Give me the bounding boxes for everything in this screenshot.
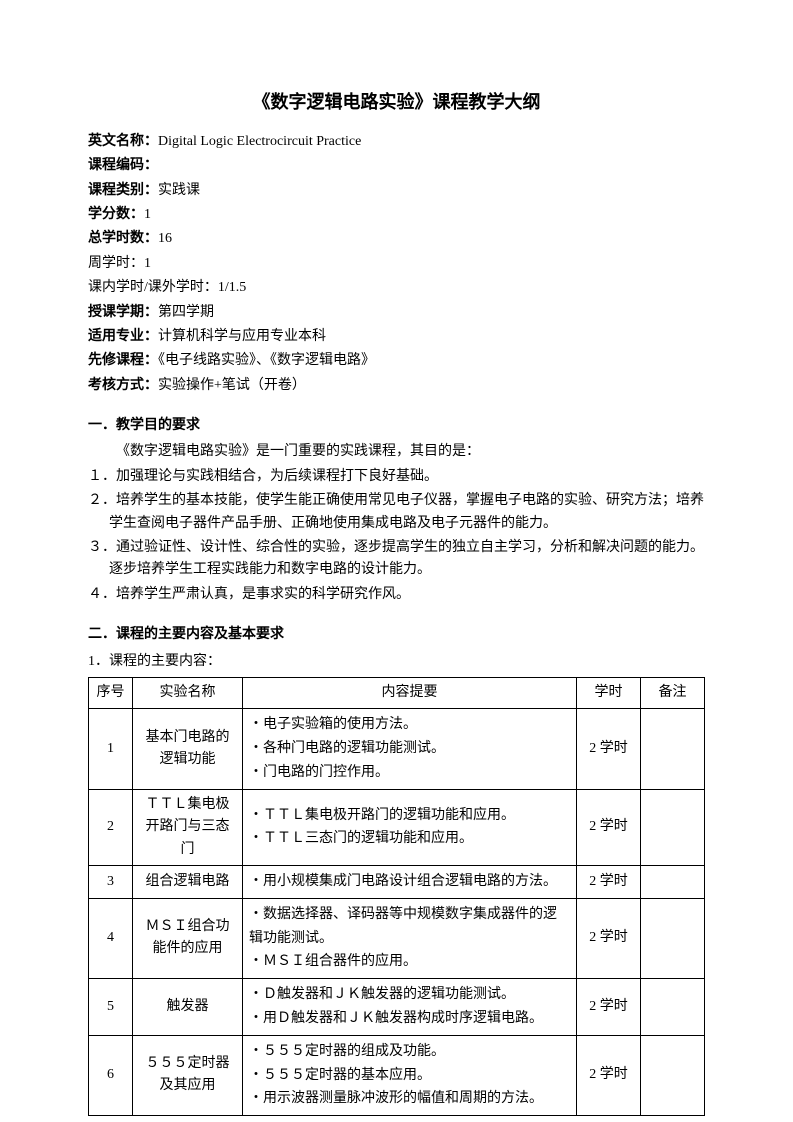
th-content: 内容提要	[243, 678, 577, 709]
meta-total-hours: 总学时数：16	[88, 228, 705, 250]
meta-semester: 授课学期：第四学期	[88, 302, 705, 324]
td-content: ・电子实验箱的使用方法。・各种门电路的逻辑功能测试。・门电路的门控作用。	[243, 709, 577, 789]
meta-label: 适用专业：	[88, 329, 158, 344]
td-name: ５５５定时器及其应用	[133, 1035, 243, 1115]
meta-label: 课内学时/课外学时：	[88, 280, 218, 295]
td-remark	[641, 709, 705, 789]
meta-label: 授课学期：	[88, 305, 158, 320]
section2-heading: 二．课程的主要内容及基本要求	[88, 624, 705, 646]
td-hours: 2 学时	[577, 1035, 641, 1115]
meta-label: 周学时：	[88, 256, 144, 271]
td-seq: 3	[89, 865, 133, 898]
th-hours: 学时	[577, 678, 641, 709]
section1-item: ４．培养学生严肃认真，是事求实的科学研究作风。	[88, 584, 705, 606]
td-seq: 1	[89, 709, 133, 789]
td-name: 触发器	[133, 979, 243, 1036]
td-hours: 2 学时	[577, 898, 641, 978]
td-remark	[641, 979, 705, 1036]
td-remark	[641, 898, 705, 978]
meta-label: 课程类别：	[88, 183, 158, 198]
meta-label: 总学时数：	[88, 231, 158, 246]
meta-in-out-hours: 课内学时/课外学时：1/1.5	[88, 277, 705, 299]
meta-label: 课程编码：	[88, 158, 158, 173]
td-remark	[641, 865, 705, 898]
td-hours: 2 学时	[577, 789, 641, 865]
meta-value: 计算机科学与应用专业本科	[158, 329, 326, 344]
td-hours: 2 学时	[577, 709, 641, 789]
meta-value: 1	[144, 207, 151, 222]
td-content: ・数据选择器、译码器等中规模数字集成器件的逻辑功能测试。・ＭＳＩ组合器件的应用。	[243, 898, 577, 978]
section1-item: ２．培养学生的基本技能，使学生能正确使用常见电子仪器，掌握电子电路的实验、研究方…	[88, 490, 705, 535]
meta-course-type: 课程类别：实践课	[88, 180, 705, 202]
meta-course-code: 课程编码：	[88, 155, 705, 177]
td-seq: 4	[89, 898, 133, 978]
td-seq: 6	[89, 1035, 133, 1115]
td-remark	[641, 789, 705, 865]
td-remark	[641, 1035, 705, 1115]
section1-intro: 《数字逻辑电路实验》是一门重要的实践课程，其目的是：	[88, 441, 705, 463]
meta-value: Digital Logic Electrocircuit Practice	[158, 134, 361, 149]
td-seq: 2	[89, 789, 133, 865]
meta-label: 学分数：	[88, 207, 144, 222]
meta-value: 16	[158, 231, 172, 246]
table-row: 4ＭＳＩ组合功能件的应用・数据选择器、译码器等中规模数字集成器件的逻辑功能测试。…	[89, 898, 705, 978]
table-row: 1基本门电路的逻辑功能・电子实验箱的使用方法。・各种门电路的逻辑功能测试。・门电…	[89, 709, 705, 789]
meta-credits: 学分数：1	[88, 204, 705, 226]
table-row: 3组合逻辑电路・用小规模集成门电路设计组合逻辑电路的方法。2 学时	[89, 865, 705, 898]
meta-value: 1/1.5	[218, 280, 246, 295]
meta-value: 1	[144, 256, 151, 271]
section1-heading: 一．教学目的要求	[88, 415, 705, 437]
td-name: ＭＳＩ组合功能件的应用	[133, 898, 243, 978]
section1-item: １．加强理论与实践相结合，为后续课程打下良好基础。	[88, 466, 705, 488]
meta-value: 实验操作+笔试（开卷）	[158, 378, 306, 393]
th-name: 实验名称	[133, 678, 243, 709]
td-name: ＴＴＬ集电极开路门与三态门	[133, 789, 243, 865]
meta-assessment: 考核方式：实验操作+笔试（开卷）	[88, 375, 705, 397]
td-content: ・用小规模集成门电路设计组合逻辑电路的方法。	[243, 865, 577, 898]
meta-value: 《电子线路实验》、《数字逻辑电路》	[158, 353, 375, 368]
th-remark: 备注	[641, 678, 705, 709]
table-header-row: 序号 实验名称 内容提要 学时 备注	[89, 678, 705, 709]
meta-english-name: 英文名称：Digital Logic Electrocircuit Practi…	[88, 131, 705, 153]
content-table: 序号 实验名称 内容提要 学时 备注 1基本门电路的逻辑功能・电子实验箱的使用方…	[88, 677, 705, 1116]
meta-label: 英文名称：	[88, 134, 158, 149]
meta-weekly-hours: 周学时：1	[88, 253, 705, 275]
th-seq: 序号	[89, 678, 133, 709]
table-row: 6５５５定时器及其应用・５５５定时器的组成及功能。・５５５定时器的基本应用。・用…	[89, 1035, 705, 1115]
td-content: ・ＴＴＬ集电极开路门的逻辑功能和应用。・ＴＴＬ三态门的逻辑功能和应用。	[243, 789, 577, 865]
td-name: 组合逻辑电路	[133, 865, 243, 898]
meta-value: 第四学期	[158, 305, 214, 320]
td-content: ・５５５定时器的组成及功能。・５５５定时器的基本应用。・用示波器测量脉冲波形的幅…	[243, 1035, 577, 1115]
meta-major: 适用专业：计算机科学与应用专业本科	[88, 326, 705, 348]
page-title: 《数字逻辑电路实验》课程教学大纲	[88, 88, 705, 117]
meta-label: 考核方式：	[88, 378, 158, 393]
td-hours: 2 学时	[577, 979, 641, 1036]
meta-value: 实践课	[158, 183, 200, 198]
td-seq: 5	[89, 979, 133, 1036]
td-content: ・Ｄ触发器和ＪＫ触发器的逻辑功能测试。・用Ｄ触发器和ＪＫ触发器构成时序逻辑电路。	[243, 979, 577, 1036]
td-name: 基本门电路的逻辑功能	[133, 709, 243, 789]
meta-label: 先修课程：	[88, 353, 158, 368]
table-row: 2ＴＴＬ集电极开路门与三态门・ＴＴＬ集电极开路门的逻辑功能和应用。・ＴＴＬ三态门…	[89, 789, 705, 865]
table-row: 5触发器・Ｄ触发器和ＪＫ触发器的逻辑功能测试。・用Ｄ触发器和ＪＫ触发器构成时序逻…	[89, 979, 705, 1036]
section1-item: ３．通过验证性、设计性、综合性的实验，逐步提高学生的独立自主学习，分析和解决问题…	[88, 537, 705, 582]
section2-subheading: 1．课程的主要内容：	[88, 651, 705, 673]
meta-prereq: 先修课程：《电子线路实验》、《数字逻辑电路》	[88, 350, 705, 372]
td-hours: 2 学时	[577, 865, 641, 898]
